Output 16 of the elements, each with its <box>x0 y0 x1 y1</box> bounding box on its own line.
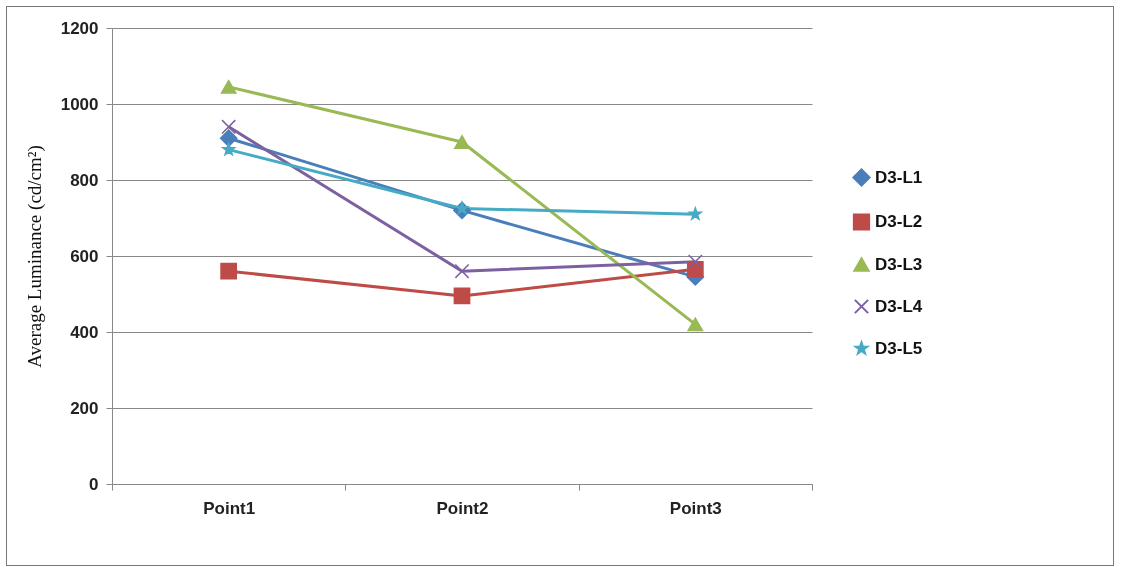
legend-label: D3-L5 <box>875 338 923 358</box>
y-tick-label: 1000 <box>60 94 99 114</box>
legend-label: D3-L2 <box>875 212 923 231</box>
y-tick-label: 400 <box>70 322 99 342</box>
y-tick-label: 800 <box>70 170 99 190</box>
legend-label: D3-L3 <box>875 254 923 274</box>
y-axis-title: Average Luminance (cd/cm²) <box>23 145 46 368</box>
x-tick-label: Point3 <box>669 498 722 518</box>
legend-label: D3-L1 <box>875 167 923 187</box>
y-tick-label: 0 <box>89 474 99 494</box>
legend-label: D3-L4 <box>875 296 923 316</box>
y-tick-label: 1200 <box>60 18 99 38</box>
x-tick-label: Point1 <box>203 498 256 518</box>
x-tick-label: Point2 <box>436 498 489 518</box>
y-tick-label: 200 <box>70 398 99 418</box>
y-tick-label: 600 <box>70 246 99 266</box>
